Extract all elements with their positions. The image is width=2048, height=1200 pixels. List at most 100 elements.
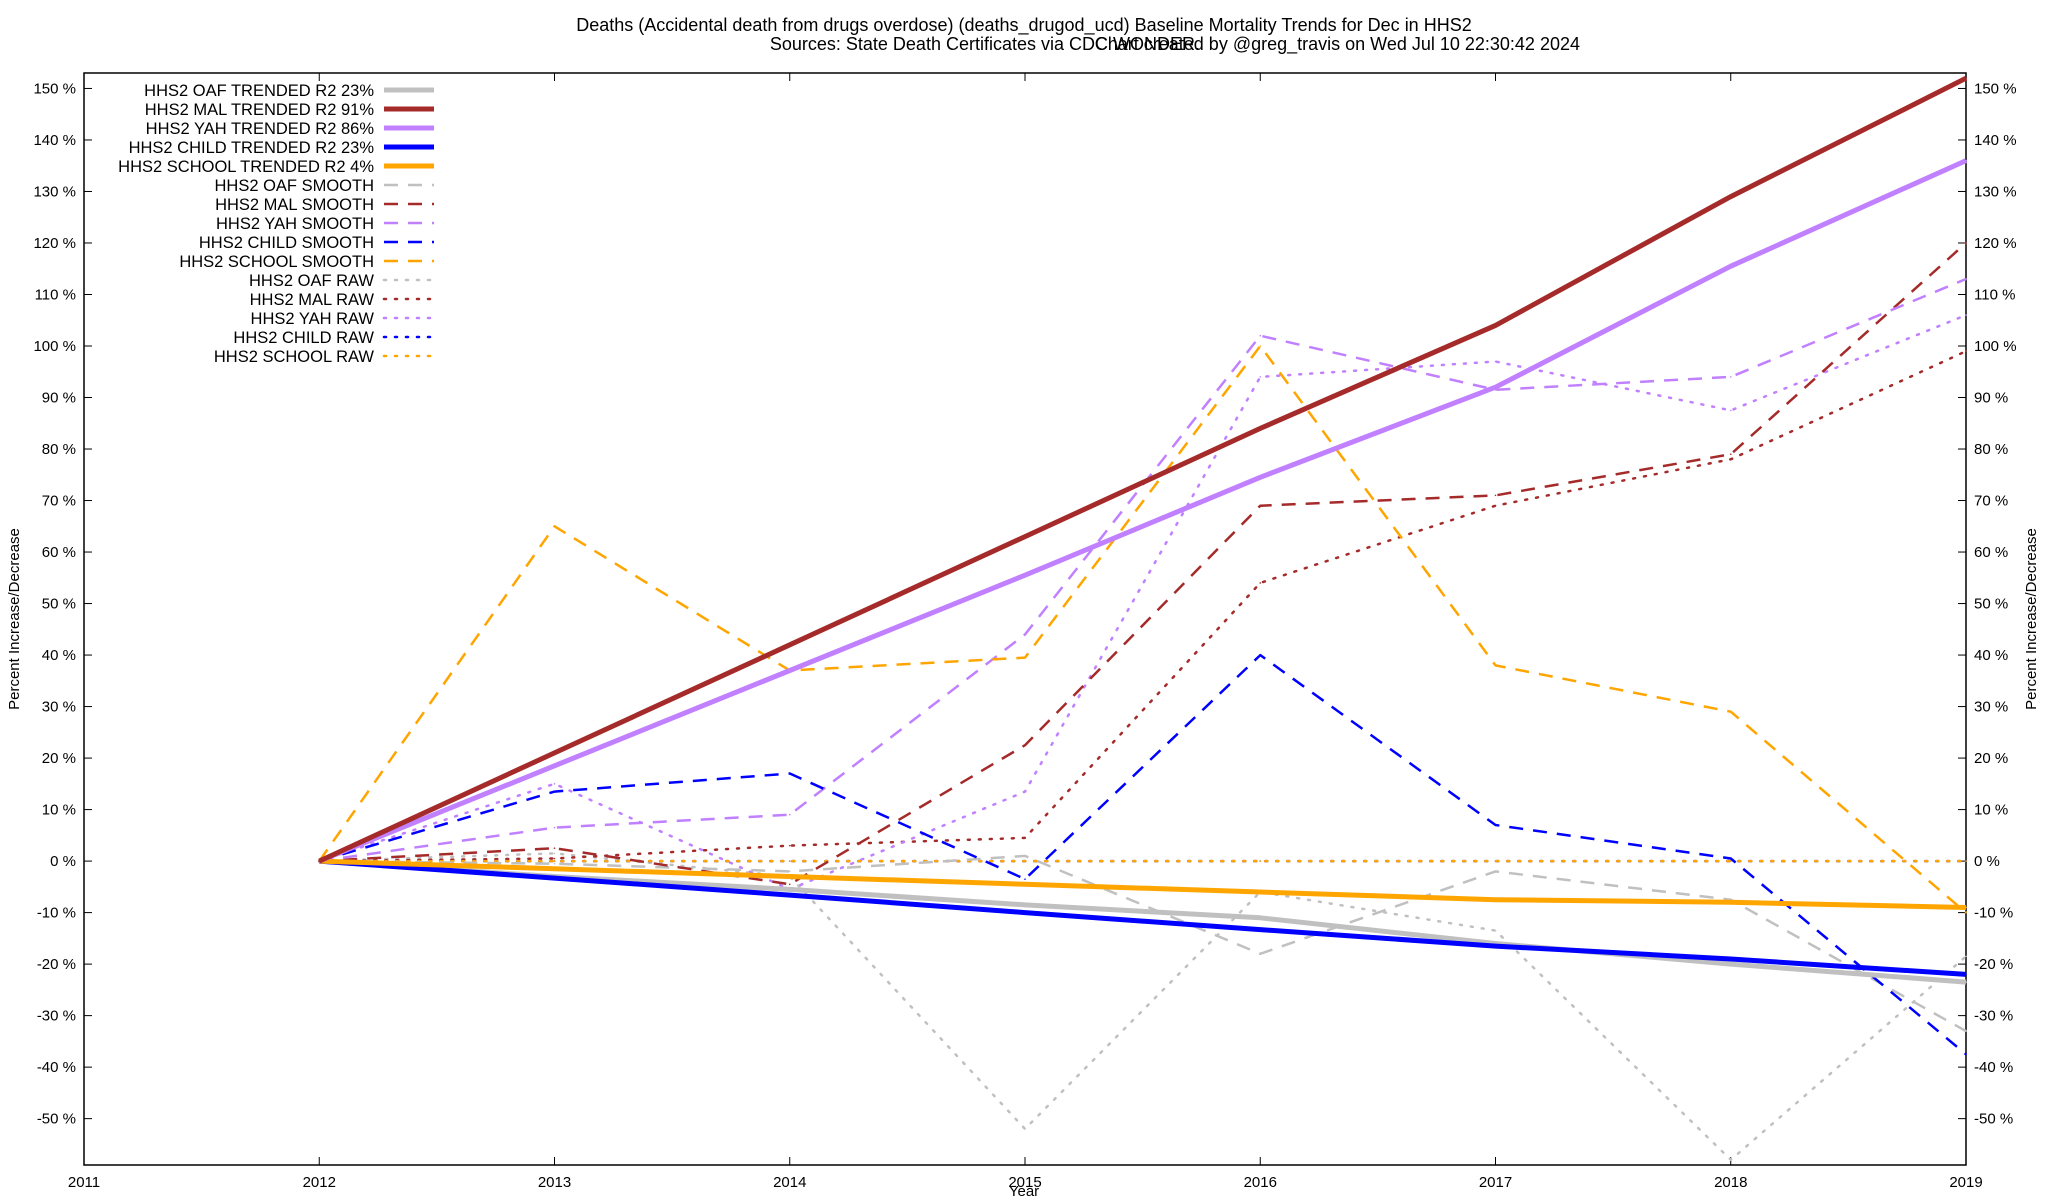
data-point (1965, 860, 1967, 862)
y-tick-label-left: 90 % (42, 390, 76, 407)
chart-subtitle-credit: Chart created by @greg_travis on Wed Jul… (1095, 34, 1580, 55)
data-point (1494, 360, 1497, 363)
data-point (1024, 535, 1026, 538)
data-point (788, 844, 791, 847)
legend-label: HHS2 YAH RAW (251, 310, 375, 328)
data-point (1729, 195, 1732, 198)
y-tick-label-left: 20 % (42, 750, 76, 767)
data-point (1494, 494, 1497, 497)
y-tick-label-right: 10 % (1974, 802, 2008, 819)
series-hhs2-oaf-smooth (318, 854, 1967, 1033)
data-point (1024, 911, 1026, 914)
series-hhs2-mal-raw (318, 349, 1968, 863)
y-tick-label-right: 130 % (1974, 183, 2017, 200)
data-point (1259, 953, 1262, 955)
data-point (788, 870, 791, 873)
y-axis-ticks: 150 % 150 % 140 % 140 % 130 % 130 % 120 % 120 %… (33, 80, 2016, 1127)
y-tick-label-right: 150 % (1974, 80, 2017, 97)
legend-label: HHS2 OAF RAW (249, 272, 374, 290)
y-tick-label-left: -20 % (37, 956, 76, 973)
series-line (319, 858, 1967, 977)
data-point (1729, 458, 1732, 461)
data-point (1024, 1128, 1026, 1130)
data-point (1965, 1030, 1967, 1032)
data-point (1259, 654, 1262, 656)
data-point (1729, 857, 1732, 860)
series-hhs2-yah-smooth (318, 277, 1967, 863)
y-tick-label-right: 50 % (1974, 596, 2008, 613)
data-point (1024, 855, 1026, 857)
data-point (1965, 314, 1967, 316)
data-point (1729, 958, 1732, 960)
series-line (319, 854, 1967, 1033)
data-point (1965, 350, 1967, 352)
series-line (319, 858, 1967, 910)
x-tick-label: 2015 (1008, 1174, 1041, 1191)
series-hhs2-school-raw (318, 859, 1968, 863)
data-point (1494, 898, 1497, 901)
data-point (1965, 159, 1967, 162)
data-point (788, 888, 791, 891)
x-tick-label: 2016 (1244, 1174, 1277, 1191)
legend-label: HHS2 YAH TRENDED R2 86% (146, 120, 375, 138)
data-point (553, 765, 556, 767)
series-line (318, 852, 1968, 1162)
data-point (1729, 710, 1732, 713)
series-line (319, 242, 1967, 886)
legend-label: HHS2 SCHOOL RAW (214, 348, 375, 366)
data-point (1259, 504, 1262, 507)
data-point (1259, 427, 1262, 430)
series-hhs2-mal-trended-r2-91 (318, 75, 1968, 864)
data-point (788, 875, 791, 878)
data-point (1024, 860, 1026, 862)
data-point (1965, 1053, 1967, 1056)
y-tick-label-left: 120 % (33, 235, 76, 252)
x-tick-label: 2018 (1714, 1174, 1747, 1191)
series-hhs2-school-trended-r2-4 (318, 858, 1967, 910)
y-tick-label-right: 70 % (1974, 493, 2008, 510)
data-point (788, 772, 791, 775)
data-point (1965, 242, 1967, 244)
data-point (1259, 860, 1262, 862)
legend-label: HHS2 CHILD TRENDED R2 23% (129, 139, 375, 157)
data-point (553, 868, 556, 870)
y-tick-label-left: 70 % (42, 493, 76, 510)
y-tick-label-right: -10 % (1974, 905, 2013, 922)
data-point (1259, 376, 1262, 378)
data-point (1024, 633, 1026, 636)
data-point (1494, 870, 1497, 873)
series-line (318, 653, 1967, 1056)
y-tick-label-right: -30 % (1974, 1008, 2013, 1025)
data-point (788, 643, 791, 646)
data-point (1259, 891, 1262, 893)
y-tick-label-left: 10 % (42, 802, 76, 819)
data-point (1729, 963, 1732, 965)
series-line (319, 277, 1967, 863)
y-tick-label-right: 140 % (1974, 132, 2017, 149)
data-point (1024, 574, 1026, 577)
data-point (1494, 824, 1497, 826)
y-tick-label-left: 40 % (42, 647, 76, 664)
legend: HHS2 OAF TRENDED R2 23%HHS2 MAL TRENDED … (118, 82, 436, 366)
data-point (788, 813, 791, 816)
y-tick-label-right: 60 % (1974, 544, 2008, 561)
y-tick-label-left: 80 % (42, 441, 76, 458)
data-point (1965, 278, 1967, 280)
data-point (1965, 981, 1967, 983)
data-point (1729, 453, 1732, 455)
data-point (1259, 928, 1262, 931)
series-line (318, 158, 1968, 864)
y-tick-label-right: 40 % (1974, 647, 2008, 664)
series-line (318, 75, 1968, 864)
data-point (1965, 911, 1967, 914)
data-point (1965, 973, 1967, 976)
series-hhs2-yah-raw (318, 313, 1968, 891)
data-point (1024, 904, 1026, 906)
data-point (1259, 582, 1262, 584)
data-point (1729, 860, 1732, 862)
x-tick-label: 2011 (68, 1174, 100, 1191)
data-point (1024, 837, 1026, 839)
series-hhs2-oaf-raw (318, 852, 1968, 1162)
y-tick-label-left: 60 % (42, 544, 76, 561)
